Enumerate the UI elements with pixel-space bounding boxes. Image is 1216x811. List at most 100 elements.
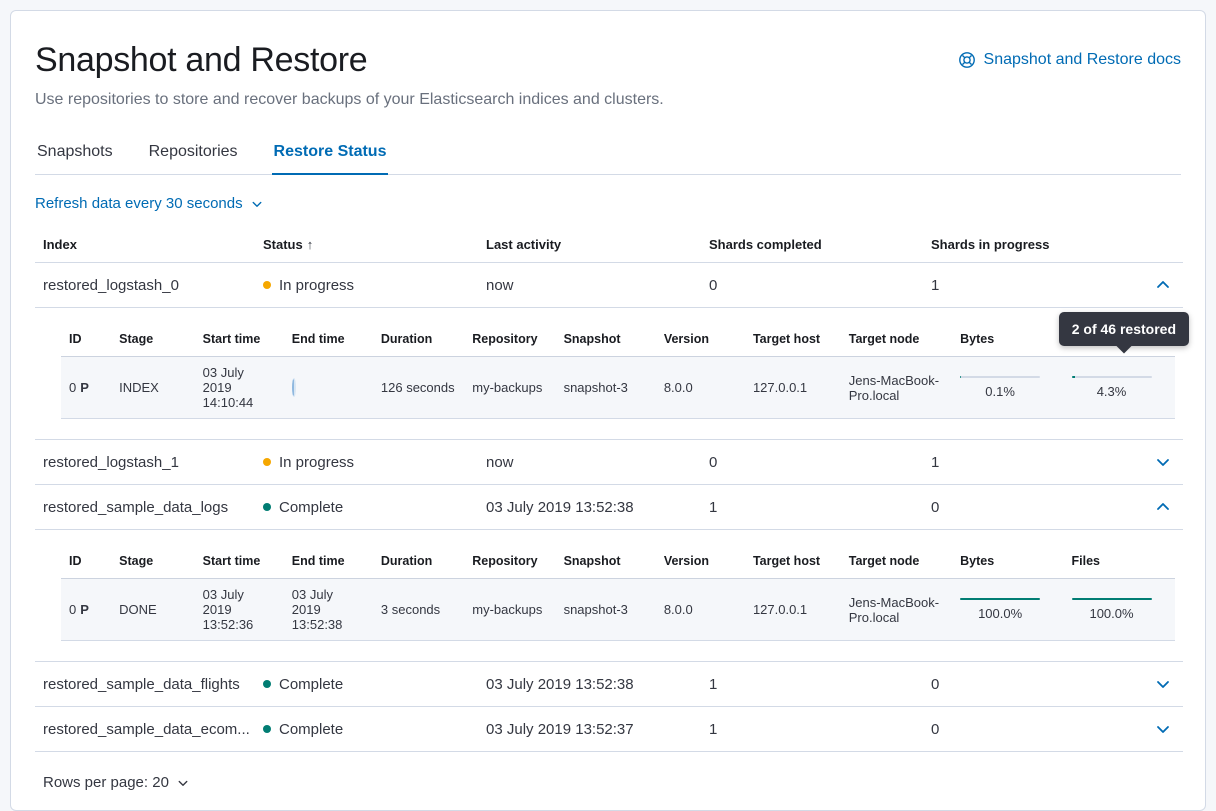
detail-header-stage: Stage xyxy=(111,544,195,579)
chevron-down-icon xyxy=(251,198,263,210)
files-progress-cell: 100.0% xyxy=(1063,578,1175,641)
last-activity-cell: 03 July 2019 13:52:38 xyxy=(478,661,701,707)
table-row: restored_sample_data_flights Complete 03… xyxy=(35,661,1183,707)
stage-cell: DONE xyxy=(111,578,195,641)
collapse-row-button[interactable] xyxy=(1151,495,1175,519)
detail-header-end-time: End time xyxy=(283,322,373,357)
end-time-cell xyxy=(283,356,373,419)
stage-cell: INDEX xyxy=(111,356,195,419)
repository-cell: my-backups xyxy=(464,578,556,641)
status-label: In progress xyxy=(279,453,355,471)
help-icon xyxy=(958,51,976,69)
duration-cell: 126 seconds xyxy=(372,356,465,419)
status-dot-in-progress xyxy=(263,458,271,466)
detail-header-bytes: Bytes xyxy=(952,322,1064,357)
detail-header-target-node: Target node xyxy=(840,322,953,357)
restore-progress-tooltip: 2 of 46 restored xyxy=(1058,312,1189,354)
table-row: restored_sample_data_ecom... Complete 03… xyxy=(35,706,1183,752)
target-node-cell: Jens-MacBook-Pro.local xyxy=(840,356,953,419)
column-header-expander xyxy=(1139,227,1183,263)
shards-completed-cell: 0 xyxy=(701,262,923,308)
detail-header-bytes: Bytes xyxy=(952,544,1064,579)
detail-header-snapshot: Snapshot xyxy=(555,544,656,579)
column-header-index[interactable]: Index xyxy=(35,227,255,263)
docs-link[interactable]: Snapshot and Restore docs xyxy=(958,51,1181,69)
chevron-down-icon xyxy=(1157,726,1169,733)
status-dot-in-progress xyxy=(263,281,271,289)
status-dot-complete xyxy=(263,503,271,511)
status-label: Complete xyxy=(279,498,344,516)
target-host-cell: 127.0.0.1 xyxy=(744,578,841,641)
repository-cell: my-backups xyxy=(464,356,556,419)
refresh-interval-label: Refresh data every 30 seconds xyxy=(35,195,243,212)
detail-header-files: Files xyxy=(1063,544,1175,579)
detail-header-row: ID Stage Start time End time Duration Re… xyxy=(61,544,1175,579)
snapshot-cell: snapshot-3 xyxy=(555,578,656,641)
detail-header-target-host: Target host xyxy=(744,544,841,579)
primary-shard-badge: P xyxy=(80,380,89,395)
files-progress-bar: 4.3% xyxy=(1071,376,1152,399)
chevron-up-icon xyxy=(1157,281,1169,288)
column-header-shards-in-progress[interactable]: Shards in progress xyxy=(923,227,1139,263)
start-time-cell: 03 July 2019 13:52:36 xyxy=(194,578,284,641)
shard-detail-table: ID Stage Start time End time Duration Re… xyxy=(61,544,1175,641)
shards-completed-cell: 1 xyxy=(701,706,923,752)
detail-header-row: ID Stage Start time End time Duration Re… xyxy=(61,322,1175,357)
snapshot-restore-panel: Snapshot and Restore Snapshot and Restor… xyxy=(10,10,1206,811)
detail-header-start-time: Start time xyxy=(194,544,284,579)
loading-spinner-icon xyxy=(291,378,296,397)
index-cell: restored_sample_data_ecom... xyxy=(35,706,255,752)
column-header-last-activity[interactable]: Last activity xyxy=(478,227,701,263)
detail-header-stage: Stage xyxy=(111,322,195,357)
target-host-cell: 127.0.0.1 xyxy=(744,356,841,419)
start-time-cell: 03 July 2019 14:10:44 xyxy=(194,356,284,419)
bytes-progress-cell: 0.1% xyxy=(952,356,1064,419)
detail-header-id: ID xyxy=(61,322,112,357)
duration-cell: 3 seconds xyxy=(372,578,465,641)
index-cell: restored_logstash_0 xyxy=(35,262,255,308)
detail-header-duration: Duration xyxy=(372,322,465,357)
end-time-cell: 03 July 2019 13:52:38 xyxy=(283,578,373,641)
version-cell: 8.0.0 xyxy=(655,356,745,419)
snapshot-cell: snapshot-3 xyxy=(555,356,656,419)
index-cell: restored_sample_data_flights xyxy=(35,661,255,707)
detail-header-repository: Repository xyxy=(464,322,556,357)
shards-in-progress-cell: 1 xyxy=(923,262,1139,308)
index-cell: restored_sample_data_logs xyxy=(35,484,255,530)
shards-completed-cell: 1 xyxy=(701,661,923,707)
version-cell: 8.0.0 xyxy=(655,578,745,641)
shard-detail-section: 2 of 46 restored ID Stage xyxy=(61,312,1189,429)
detail-header-id: ID xyxy=(61,544,112,579)
collapse-row-button[interactable] xyxy=(1151,273,1175,297)
files-progress-cell: 4.3% xyxy=(1063,356,1175,419)
shards-in-progress-cell: 0 xyxy=(923,661,1139,707)
detail-header-end-time: End time xyxy=(283,544,373,579)
expand-row-button[interactable] xyxy=(1151,450,1175,474)
column-header-status[interactable]: Status ↑ xyxy=(255,227,478,263)
column-header-shards-completed[interactable]: Shards completed xyxy=(701,227,923,263)
shards-in-progress-cell: 0 xyxy=(923,706,1139,752)
status-badge: Complete xyxy=(263,676,470,693)
column-header-status-label: Status xyxy=(263,237,303,252)
chevron-up-icon xyxy=(1157,503,1169,510)
expand-row-button[interactable] xyxy=(1151,717,1175,741)
table-row: restored_sample_data_logs Complete 03 Ju… xyxy=(35,484,1183,530)
target-node-cell: Jens-MacBook-Pro.local xyxy=(840,578,953,641)
status-label: Complete xyxy=(279,720,344,738)
chevron-down-icon xyxy=(1157,681,1169,688)
detail-header-repository: Repository xyxy=(464,544,556,579)
files-progress-bar: 100.0% xyxy=(1071,598,1152,621)
detail-row: ID Stage Start time End time Duration Re… xyxy=(35,529,1183,662)
detail-header-target-node: Target node xyxy=(840,544,953,579)
refresh-interval-control[interactable]: Refresh data every 30 seconds xyxy=(35,195,263,212)
status-dot-complete xyxy=(263,725,271,733)
tab-repositories[interactable]: Repositories xyxy=(148,143,238,160)
rows-per-page-button[interactable]: Rows per page: 20 xyxy=(43,774,189,791)
tab-restore-status[interactable]: Restore Status xyxy=(271,135,389,175)
tab-snapshots[interactable]: Snapshots xyxy=(37,143,113,160)
shards-completed-cell: 0 xyxy=(701,439,923,485)
rows-per-page-label: Rows per page: 20 xyxy=(43,774,169,791)
status-badge: In progress xyxy=(263,277,470,294)
expand-row-button[interactable] xyxy=(1151,672,1175,696)
